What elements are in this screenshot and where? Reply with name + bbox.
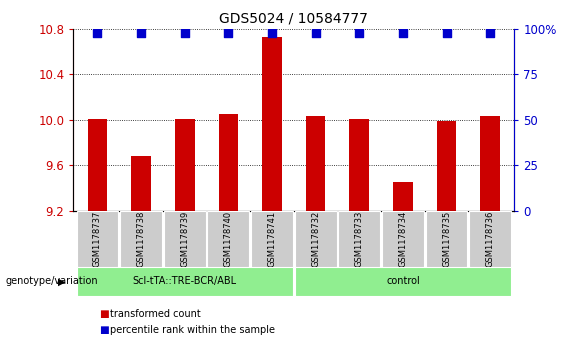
Text: GSM1178738: GSM1178738	[137, 211, 146, 267]
Bar	[207, 211, 249, 267]
Point	[137, 30, 146, 36]
Point	[267, 30, 276, 36]
Bar	[88, 119, 107, 211]
Bar	[164, 211, 206, 267]
Bar	[338, 211, 380, 267]
Text: GSM1178736: GSM1178736	[486, 211, 494, 267]
Text: percentile rank within the sample: percentile rank within the sample	[110, 325, 275, 335]
Point	[486, 30, 495, 36]
Bar	[262, 37, 282, 211]
Bar	[76, 267, 293, 296]
Text: control: control	[386, 276, 420, 286]
Bar	[131, 156, 151, 211]
Text: GSM1178735: GSM1178735	[442, 211, 451, 267]
Bar	[175, 119, 194, 211]
Text: GSM1178739: GSM1178739	[180, 211, 189, 267]
Bar	[393, 182, 412, 211]
Bar	[437, 121, 457, 211]
Bar	[382, 211, 424, 267]
Text: ■: ■	[99, 309, 108, 319]
Bar	[349, 119, 369, 211]
Bar	[469, 211, 511, 267]
Bar	[480, 117, 500, 211]
Text: transformed count: transformed count	[110, 309, 201, 319]
Bar	[295, 211, 337, 267]
Point	[311, 30, 320, 36]
Text: GSM1178741: GSM1178741	[267, 211, 276, 267]
Text: GSM1178734: GSM1178734	[398, 211, 407, 267]
Bar	[306, 117, 325, 211]
Point	[180, 30, 189, 36]
Bar	[425, 211, 467, 267]
Title: GDS5024 / 10584777: GDS5024 / 10584777	[219, 11, 368, 25]
Text: genotype/variation: genotype/variation	[6, 276, 98, 286]
Text: GSM1178732: GSM1178732	[311, 211, 320, 267]
Text: GSM1178740: GSM1178740	[224, 211, 233, 267]
Point	[442, 30, 451, 36]
Text: GSM1178737: GSM1178737	[93, 211, 102, 267]
Point	[355, 30, 364, 36]
Bar	[295, 267, 511, 296]
Bar	[120, 211, 162, 267]
Text: Scl-tTA::TRE-BCR/ABL: Scl-tTA::TRE-BCR/ABL	[133, 276, 237, 286]
Point	[93, 30, 102, 36]
Bar	[251, 211, 293, 267]
Point	[224, 30, 233, 36]
Bar	[219, 114, 238, 211]
Text: ▶: ▶	[58, 276, 65, 286]
Point	[398, 30, 407, 36]
Bar	[76, 211, 119, 267]
Text: ■: ■	[99, 325, 108, 335]
Text: GSM1178733: GSM1178733	[355, 211, 364, 267]
